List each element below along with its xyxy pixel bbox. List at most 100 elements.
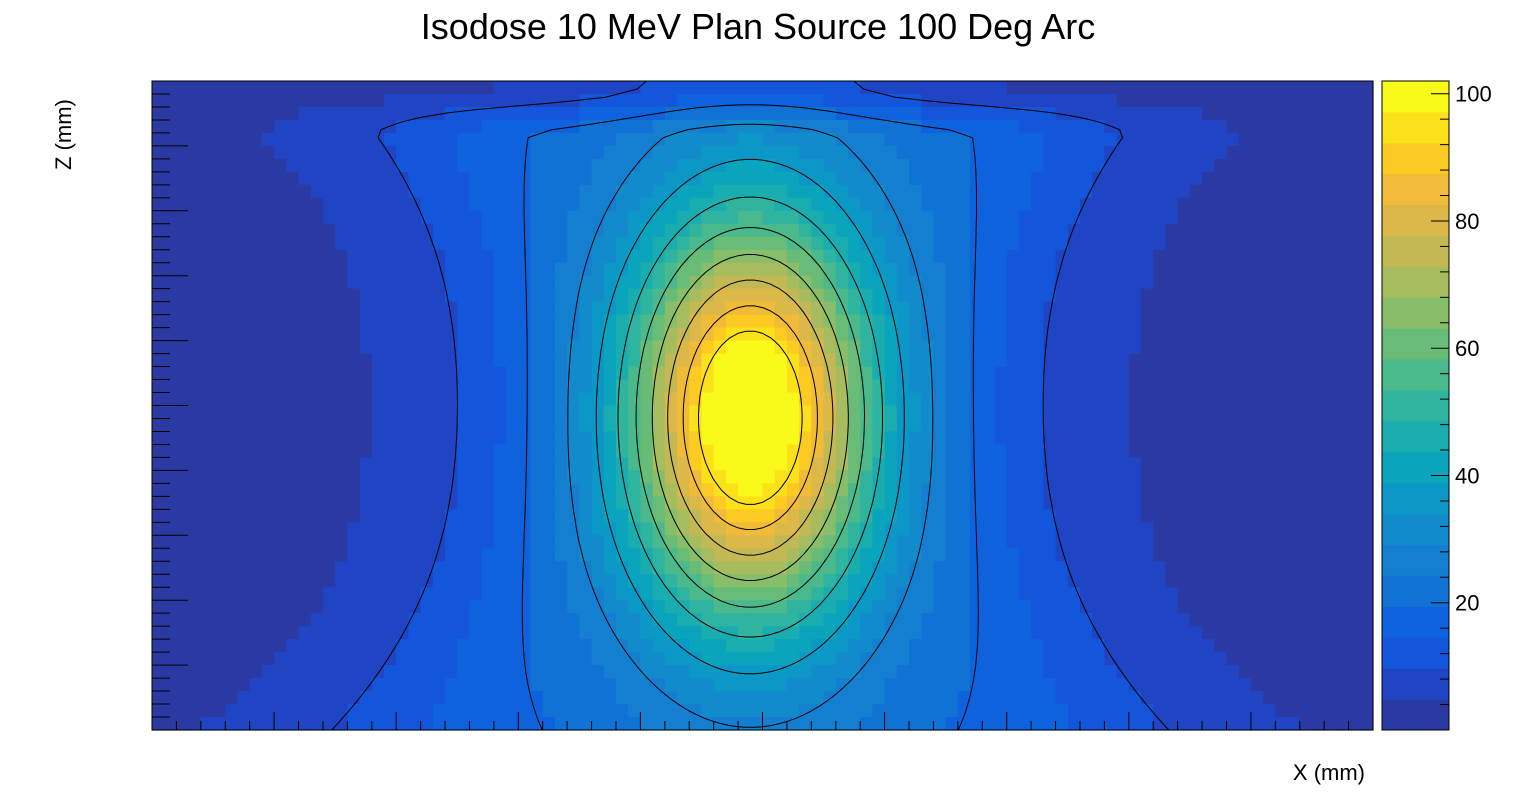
heatmap-cell <box>396 561 410 575</box>
heatmap-cell <box>1177 470 1191 484</box>
heatmap-cell <box>237 327 251 342</box>
heatmap-cell <box>1018 535 1032 549</box>
heatmap-cell <box>310 470 324 484</box>
heatmap-cell <box>591 379 605 394</box>
heatmap-cell <box>1067 561 1081 575</box>
heatmap-cell <box>896 509 910 523</box>
heatmap-cell <box>335 379 348 394</box>
heatmap-cell <box>738 587 751 601</box>
heatmap-cell <box>970 327 983 342</box>
heatmap-cell <box>481 678 495 692</box>
heatmap-cell <box>603 431 617 446</box>
heatmap-cell <box>689 379 703 394</box>
heatmap-cell <box>152 145 165 160</box>
heatmap-cell <box>909 353 922 368</box>
heatmap-cell <box>420 366 434 381</box>
heatmap-cell <box>786 288 800 303</box>
heatmap-cell <box>213 691 226 705</box>
heatmap-cell <box>225 704 239 718</box>
heatmap-cell <box>677 587 690 601</box>
heatmap-cell <box>1067 587 1081 601</box>
heatmap-cell <box>1067 327 1081 342</box>
heatmap-cell <box>603 379 617 394</box>
heatmap-cell <box>1165 418 1179 433</box>
heatmap-cell <box>286 457 300 471</box>
heatmap-cell <box>786 665 800 679</box>
heatmap-cell <box>945 197 959 212</box>
heatmap-cell <box>1141 717 1154 731</box>
heatmap-cell <box>225 119 239 134</box>
heatmap-cell <box>738 171 751 186</box>
heatmap-cell <box>188 587 202 601</box>
heatmap-cell <box>982 522 996 536</box>
heatmap-cell <box>1067 522 1081 536</box>
heatmap-cell <box>982 366 996 381</box>
heatmap-cell <box>1055 522 1069 536</box>
heatmap-cell <box>396 574 410 588</box>
heatmap-cell <box>823 158 837 173</box>
heatmap-cell <box>469 431 483 446</box>
heatmap-cell <box>1287 444 1301 459</box>
heatmap-cell <box>261 483 275 497</box>
heatmap-cell <box>1006 210 1020 225</box>
heatmap-cell <box>774 522 788 536</box>
heatmap-cell <box>347 106 361 121</box>
heatmap-cell <box>652 613 666 627</box>
heatmap-cell <box>713 574 727 588</box>
heatmap-cell <box>396 340 410 355</box>
heatmap-cell <box>933 405 947 420</box>
heatmap-cell <box>176 678 190 692</box>
heatmap-cell <box>811 366 825 381</box>
heatmap-cell <box>603 301 617 316</box>
heatmap-cell <box>396 132 410 147</box>
heatmap-cell <box>628 340 641 355</box>
heatmap-cell <box>835 288 849 303</box>
heatmap-cell <box>762 184 776 199</box>
heatmap-cell <box>1324 314 1337 329</box>
heatmap-cell <box>261 457 275 471</box>
heatmap-cell <box>786 470 800 484</box>
heatmap-cell <box>713 106 727 121</box>
heatmap-cell <box>615 496 629 510</box>
heatmap-cell <box>652 132 666 147</box>
heatmap-cell <box>860 288 873 303</box>
heatmap-cell <box>982 314 996 329</box>
heatmap-cell <box>481 106 495 121</box>
heatmap-cell <box>896 639 910 653</box>
heatmap-cell <box>957 262 971 277</box>
heatmap-cell <box>152 665 165 679</box>
heatmap-cell <box>1006 353 1020 368</box>
heatmap-cell <box>1128 184 1142 199</box>
heatmap-cell <box>1079 457 1093 471</box>
heatmap-cell <box>371 81 385 95</box>
heatmap-cell <box>310 288 324 303</box>
heatmap-cell <box>1202 366 1215 381</box>
heatmap-cell <box>506 587 519 601</box>
heatmap-cell <box>860 197 873 212</box>
heatmap-cell <box>506 301 519 316</box>
heatmap-cell <box>1141 457 1154 471</box>
heatmap-cell <box>1104 223 1118 238</box>
heatmap-cell <box>762 327 776 342</box>
heatmap-cell <box>1031 81 1044 95</box>
heatmap-cell <box>310 119 324 134</box>
heatmap-cell <box>1324 405 1337 420</box>
heatmap-cell <box>1128 327 1142 342</box>
heatmap-cell <box>518 210 532 225</box>
heatmap-cell <box>432 496 446 510</box>
heatmap-cell <box>237 535 251 549</box>
heatmap-cell <box>506 392 519 407</box>
heatmap-cell <box>1018 366 1032 381</box>
heatmap-cell <box>982 639 996 653</box>
heatmap-cell <box>774 106 788 121</box>
heatmap-cell <box>1141 106 1154 121</box>
heatmap-cell <box>872 691 886 705</box>
heatmap-cell <box>811 639 825 653</box>
heatmap-cell <box>383 132 397 147</box>
heatmap-cell <box>1067 652 1081 666</box>
heatmap-cell <box>591 535 605 549</box>
heatmap-cell <box>1263 470 1276 484</box>
heatmap-cell <box>652 145 666 160</box>
heatmap-cell <box>835 600 849 614</box>
heatmap-cell <box>554 366 568 381</box>
